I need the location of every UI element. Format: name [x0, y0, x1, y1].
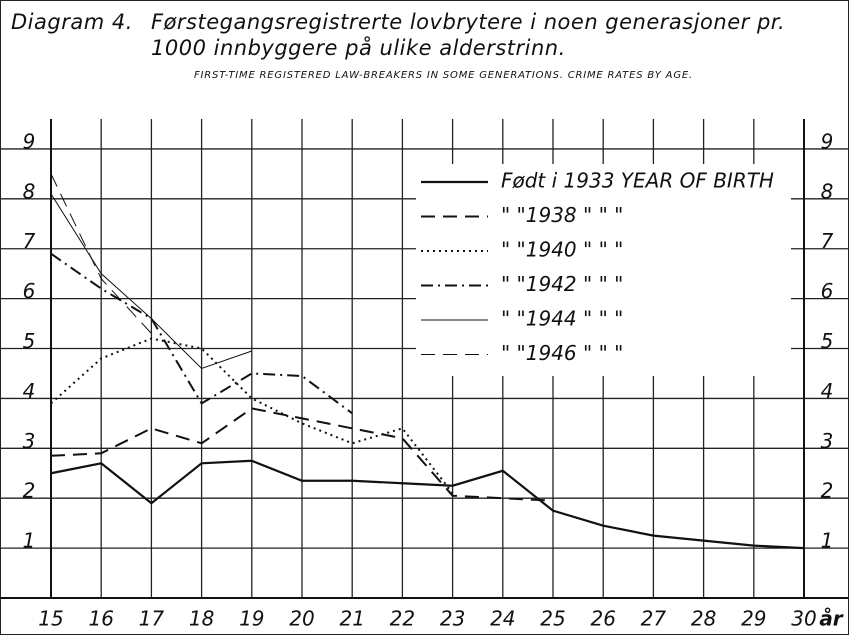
- x-tick-label: 23: [440, 607, 465, 631]
- x-tick-label: 27: [641, 607, 667, 631]
- chart-title: Førstegangsregistrerte lovbrytere i noen…: [151, 10, 786, 60]
- y-tick-label: 1: [23, 529, 36, 553]
- x-tick-label: 20: [289, 607, 314, 631]
- x-tick-label: 17: [139, 607, 165, 631]
- y-tick-label: 7: [23, 229, 36, 253]
- series-line: [50, 193, 252, 370]
- series-line: [50, 459, 805, 550]
- x-tick-label: 22: [390, 607, 415, 631]
- y-tick-label-right: 1: [821, 529, 834, 553]
- legend-label: Født i 1933 YEAR OF BIRTH: [501, 169, 774, 193]
- legend-label: " "1946 " " ": [501, 341, 623, 365]
- x-tick-label: 30: [791, 607, 816, 631]
- legend-box: [416, 164, 791, 376]
- y-tick-label-right: 7: [821, 229, 834, 253]
- y-tick-label: 9: [23, 129, 36, 153]
- x-tick-label: 25: [540, 607, 565, 631]
- series-line: [50, 173, 152, 334]
- y-tick-label: 5: [23, 329, 36, 353]
- legend-label: " "1940 " " ": [501, 238, 623, 262]
- y-tick-label-right: 6: [821, 279, 834, 303]
- series-line: [50, 337, 454, 494]
- y-tick-label: 6: [23, 279, 36, 303]
- y-tick-label: 3: [23, 429, 36, 453]
- diagram-label: Diagram 4.: [11, 10, 133, 34]
- x-tick-label: 26: [590, 607, 615, 631]
- chart-subtitle: FIRST-TIME REGISTERED LAW-BREAKERS IN SO…: [194, 70, 693, 81]
- y-tick-label: 4: [23, 379, 36, 403]
- x-axis-label: år: [819, 607, 843, 631]
- y-tick-label-right: 2: [821, 479, 834, 503]
- series-line: [50, 252, 353, 415]
- x-tick-label: 21: [339, 607, 364, 631]
- x-tick-label: 29: [741, 607, 766, 631]
- x-tick-label: 28: [691, 607, 716, 631]
- y-tick-label-right: 3: [821, 429, 834, 453]
- legend-label: " "1944 " " ": [501, 307, 623, 331]
- legend-label: " "1938 " " ": [501, 203, 623, 227]
- x-tick-label: 24: [490, 607, 515, 631]
- y-tick-label: 8: [23, 179, 36, 203]
- series-line: [50, 407, 554, 502]
- legend-label: " "1942 " " ": [501, 272, 623, 296]
- y-tick-label-right: 5: [821, 329, 834, 353]
- y-tick-label-right: 8: [821, 179, 834, 203]
- y-tick-label-right: 4: [821, 379, 834, 403]
- y-tick-label: 2: [23, 479, 36, 503]
- header: Diagram 4. Førstegangsregistrerte lovbry…: [11, 9, 841, 81]
- x-tick-label: 16: [88, 607, 113, 631]
- x-tick-label: 18: [189, 607, 214, 631]
- x-tick-label: 19: [239, 607, 264, 631]
- y-tick-label-right: 9: [821, 129, 834, 153]
- x-tick-label: 15: [38, 607, 63, 631]
- title-row: Diagram 4. Førstegangsregistrerte lovbry…: [11, 9, 841, 61]
